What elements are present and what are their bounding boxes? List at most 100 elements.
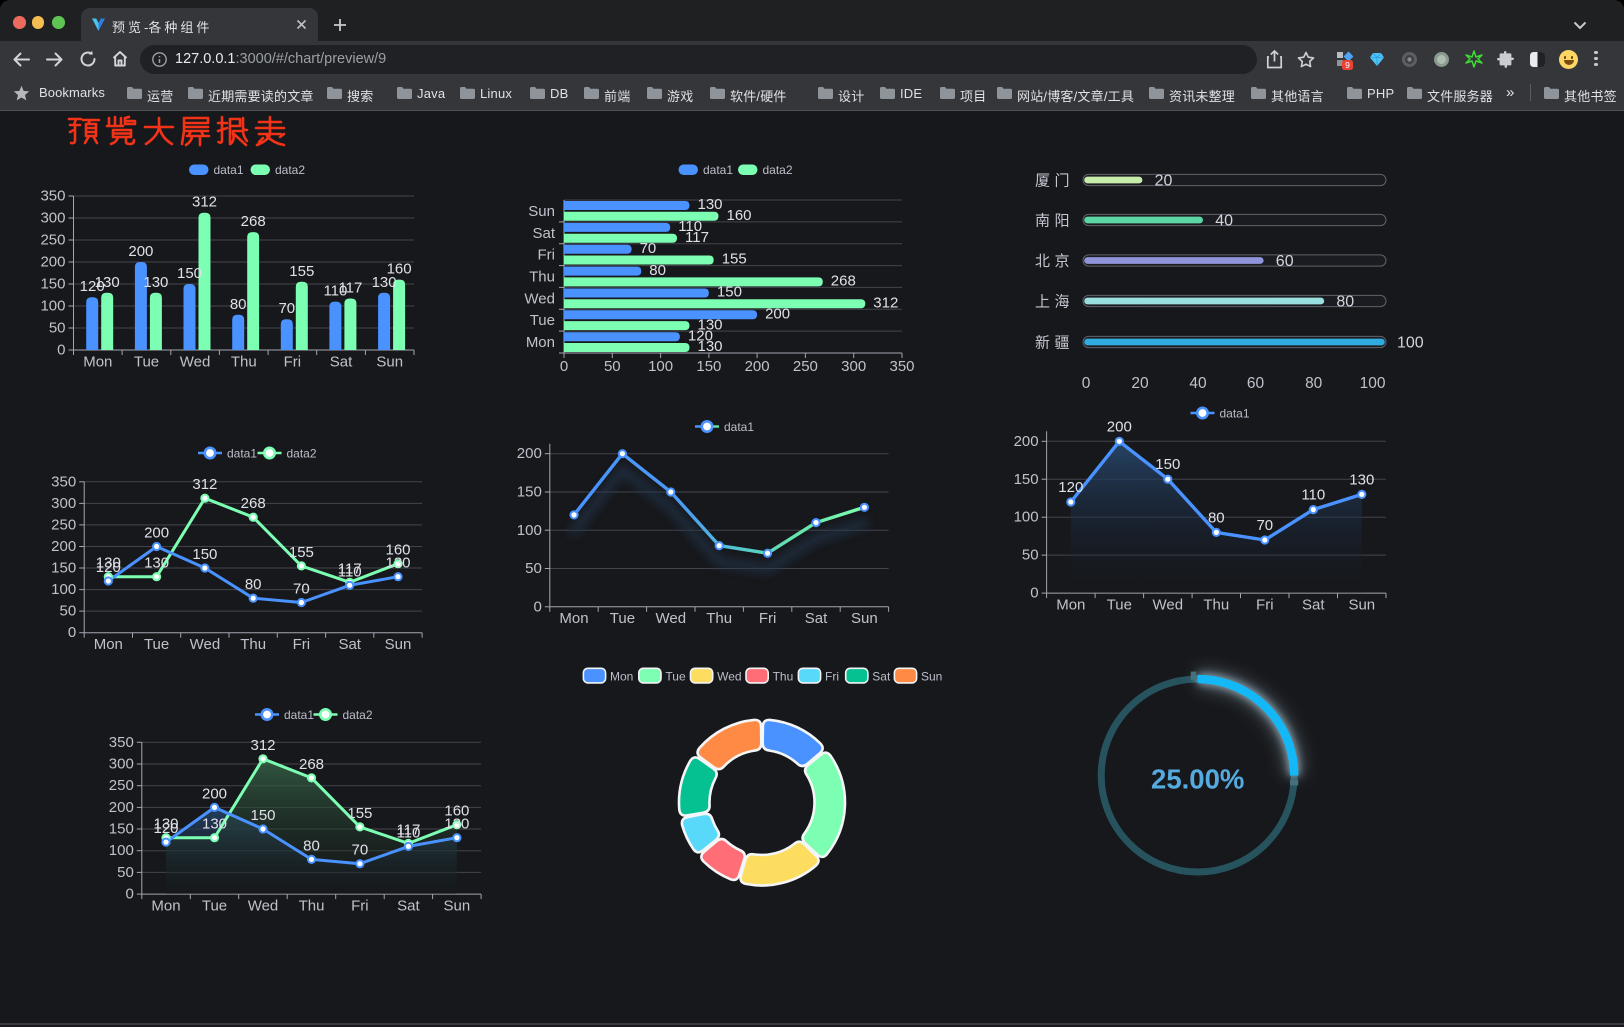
svg-text:Tue: Tue [1107, 597, 1132, 614]
svg-text:Thu: Thu [529, 269, 555, 286]
svg-text:150: 150 [1155, 456, 1180, 473]
svg-text:250: 250 [40, 232, 65, 249]
svg-text:data1: data1 [724, 420, 754, 434]
svg-text:155: 155 [289, 263, 314, 280]
svg-text:Sat: Sat [338, 636, 361, 653]
svg-text:80: 80 [649, 262, 666, 279]
svg-text:350: 350 [889, 358, 914, 375]
svg-text:Sat: Sat [532, 225, 555, 242]
svg-text:312: 312 [873, 295, 898, 312]
svg-text:300: 300 [51, 495, 76, 512]
svg-text:北京: 北京 [1035, 253, 1074, 270]
svg-text:60: 60 [1247, 375, 1265, 392]
svg-text:0: 0 [1082, 375, 1091, 392]
svg-text:Thu: Thu [299, 898, 325, 915]
svg-text:Mon: Mon [94, 636, 123, 653]
svg-text:50: 50 [604, 358, 621, 375]
svg-text:data1: data1 [227, 447, 257, 461]
svg-text:160: 160 [727, 207, 752, 224]
svg-text:200: 200 [109, 799, 134, 816]
svg-text:350: 350 [40, 188, 65, 205]
svg-text:150: 150 [192, 546, 217, 563]
svg-text:312: 312 [192, 194, 217, 211]
svg-text:80: 80 [303, 837, 320, 854]
svg-text:70: 70 [640, 240, 657, 257]
svg-text:50: 50 [1022, 547, 1039, 564]
svg-text:150: 150 [1014, 471, 1039, 488]
svg-text:312: 312 [192, 476, 217, 493]
svg-text:130: 130 [698, 196, 723, 213]
svg-text:155: 155 [722, 251, 747, 268]
svg-text:70: 70 [1256, 517, 1273, 534]
svg-text:data1: data1 [284, 708, 314, 722]
svg-text:Sun: Sun [385, 636, 412, 653]
svg-text:50: 50 [117, 864, 134, 881]
svg-text:130: 130 [202, 816, 227, 833]
svg-text:268: 268 [241, 213, 266, 230]
svg-text:200: 200 [1014, 433, 1039, 450]
svg-text:Sun: Sun [444, 898, 471, 915]
svg-text:130: 130 [95, 274, 120, 291]
svg-text:130: 130 [153, 816, 178, 833]
svg-text:80: 80 [245, 576, 262, 593]
svg-text:data2: data2 [287, 447, 317, 461]
svg-text:150: 150 [696, 358, 721, 375]
svg-text:40: 40 [1189, 375, 1207, 392]
svg-text:Thu: Thu [706, 610, 732, 627]
svg-text:80: 80 [1208, 509, 1225, 526]
svg-text:120: 120 [153, 820, 178, 837]
svg-text:200: 200 [202, 785, 227, 802]
svg-text:100: 100 [517, 522, 542, 539]
svg-text:Tue: Tue [665, 669, 686, 683]
svg-text:110: 110 [1301, 487, 1325, 504]
svg-text:20: 20 [1155, 173, 1173, 190]
svg-text:150: 150 [517, 484, 542, 501]
svg-text:Fri: Fri [293, 636, 311, 653]
svg-text:data1: data1 [214, 163, 244, 177]
svg-text:Sun: Sun [851, 610, 878, 627]
svg-text:300: 300 [109, 756, 134, 773]
svg-text:150: 150 [51, 560, 76, 577]
svg-text:60: 60 [1276, 253, 1294, 270]
svg-text:350: 350 [51, 473, 76, 490]
svg-text:0: 0 [68, 624, 76, 641]
svg-text:data1: data1 [1220, 407, 1250, 421]
svg-text:130: 130 [698, 316, 723, 333]
svg-text:80: 80 [230, 296, 247, 313]
svg-text:厦门: 厦门 [1035, 173, 1074, 190]
svg-text:40: 40 [1215, 213, 1233, 230]
svg-text:新疆: 新疆 [1035, 335, 1074, 352]
svg-text:268: 268 [241, 495, 266, 512]
svg-text:160: 160 [385, 542, 410, 559]
svg-text:0: 0 [533, 598, 541, 615]
svg-text:80: 80 [1305, 375, 1323, 392]
svg-text:Fri: Fri [1256, 597, 1274, 614]
svg-text:100: 100 [1360, 375, 1386, 392]
svg-text:130: 130 [1349, 471, 1374, 488]
svg-text:100: 100 [1014, 509, 1039, 526]
svg-text:Wed: Wed [524, 290, 555, 307]
svg-text:25.00%: 25.00% [1151, 764, 1244, 795]
svg-text:150: 150 [40, 276, 65, 293]
svg-text:Thu: Thu [231, 354, 257, 371]
svg-text:Thu: Thu [240, 636, 266, 653]
svg-text:200: 200 [128, 243, 153, 260]
svg-text:300: 300 [841, 358, 866, 375]
svg-text:350: 350 [109, 734, 134, 751]
svg-text:Mon: Mon [1056, 597, 1085, 614]
svg-text:Tue: Tue [610, 610, 635, 627]
svg-text:268: 268 [831, 273, 856, 290]
svg-text:155: 155 [289, 544, 314, 561]
svg-text:110: 110 [678, 218, 702, 235]
svg-text:117: 117 [685, 229, 709, 246]
svg-text:Sun: Sun [1348, 597, 1375, 614]
svg-text:Wed: Wed [717, 669, 741, 683]
svg-text:130: 130 [143, 274, 168, 291]
svg-text:Wed: Wed [180, 354, 211, 371]
svg-text:Sat: Sat [330, 354, 353, 371]
svg-text:110: 110 [396, 824, 420, 841]
svg-text:100: 100 [51, 581, 76, 598]
svg-text:0: 0 [560, 358, 568, 375]
svg-text:250: 250 [51, 516, 76, 533]
svg-text:Tue: Tue [202, 898, 227, 915]
